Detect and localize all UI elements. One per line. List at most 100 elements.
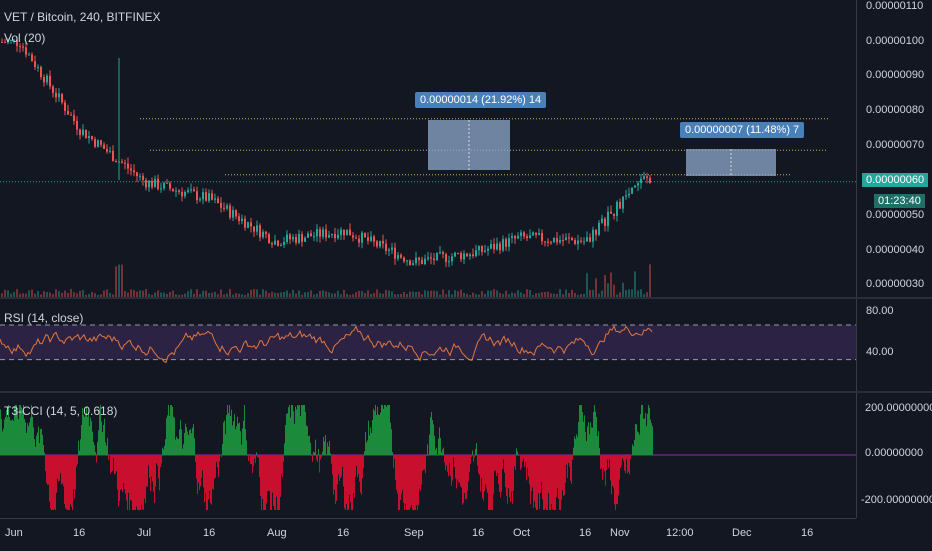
candle-body	[316, 229, 318, 236]
candle-body	[475, 250, 477, 256]
cci-bar	[55, 455, 56, 510]
cci-bar	[414, 455, 415, 510]
cci-bar	[266, 455, 267, 504]
candle-body	[337, 235, 339, 238]
cci-bar	[319, 455, 320, 473]
candle-body	[97, 140, 99, 146]
volume-legend[interactable]: Vol (20)	[4, 31, 45, 45]
candle-body	[301, 234, 303, 242]
cci-bar	[415, 455, 416, 510]
measure-label-1[interactable]: 0.00000014 (21.92%) 14	[415, 92, 546, 108]
cci-bar	[407, 455, 408, 510]
time-tick: 16	[579, 527, 591, 539]
cci-axis[interactable]: 200.00000000 0.00000000 -200.00000000	[856, 393, 932, 518]
rsi-pane[interactable]: RSI (14, close)	[0, 299, 856, 391]
price-axis[interactable]: 0.00000110 0.00000100 0.00000090 0.00000…	[856, 0, 932, 297]
cci-bar	[426, 455, 427, 456]
cci-bar	[413, 455, 414, 510]
cci-bar	[207, 455, 208, 510]
cci-bar	[12, 419, 13, 455]
cci-bar	[490, 455, 491, 510]
cci-bar	[177, 438, 178, 455]
volume-bar	[559, 289, 561, 297]
cci-bar	[303, 405, 304, 455]
candle-body	[166, 183, 168, 184]
candle-body	[424, 259, 426, 264]
cci-bar	[608, 455, 609, 468]
cci-bar	[492, 455, 493, 510]
rsi-axis[interactable]: 80.00 40.00	[856, 299, 932, 391]
cci-bar	[506, 455, 507, 496]
cci-bar	[251, 455, 252, 464]
volume-bar	[145, 289, 147, 297]
cci-bar	[154, 455, 155, 503]
symbol-title[interactable]: VET / Bitcoin, 240, BITFINEX	[4, 10, 161, 24]
cci-bar	[447, 455, 448, 472]
cci-bar	[510, 455, 511, 502]
volume-bar	[376, 289, 378, 297]
cci-bar	[457, 455, 458, 479]
cci-bar	[62, 455, 63, 483]
candle-body	[313, 236, 315, 237]
cci-bar	[122, 455, 123, 492]
candle-body	[397, 255, 399, 259]
candle-body	[100, 140, 102, 144]
cci-bar	[599, 448, 600, 455]
cci-bar	[436, 448, 437, 455]
candle-body	[550, 242, 552, 243]
candle-body	[223, 208, 225, 209]
cci-bar	[648, 405, 649, 455]
cci-bar	[533, 455, 534, 508]
cci-bar	[258, 455, 259, 458]
cci-legend[interactable]: T3-CCI (14, 5, 0.618)	[4, 404, 117, 418]
volume-bar	[130, 290, 132, 297]
time-axis[interactable]: Jun 16 Jul 16 Aug 16 Sep 16 Oct 16 Nov 1…	[0, 518, 856, 551]
volume-bar	[424, 290, 426, 297]
cci-bar	[517, 451, 518, 455]
cci-bar	[322, 452, 323, 455]
candle-body	[64, 102, 66, 111]
cci-bar	[138, 455, 139, 510]
cci-bar	[226, 415, 227, 455]
candle-body	[109, 151, 111, 152]
candle-body	[178, 191, 180, 192]
cci-bar	[107, 438, 108, 455]
cci-bar	[283, 455, 284, 462]
volume-bar	[220, 289, 222, 297]
cci-bar	[48, 455, 49, 485]
cci-bar	[536, 455, 537, 510]
cci-bar	[253, 455, 254, 466]
candle-body	[133, 170, 135, 172]
cci-pane[interactable]: T3-CCI (14, 5, 0.618)	[0, 393, 856, 516]
cci-bar	[184, 433, 185, 455]
cci-bar	[567, 455, 568, 478]
price-pane[interactable]: VET / Bitcoin, 240, BITFINEX Vol (20) 0.…	[0, 0, 856, 297]
cci-tick: 0.00000000	[865, 447, 923, 459]
cci-bar	[52, 455, 53, 510]
rsi-legend[interactable]: RSI (14, close)	[4, 311, 83, 325]
rsi-chart[interactable]	[0, 299, 856, 391]
cci-bar	[13, 421, 14, 455]
cci-bar	[191, 433, 192, 455]
cci-bar	[304, 405, 305, 455]
volume-bar	[190, 289, 192, 297]
cci-bar	[499, 455, 500, 492]
price-chart[interactable]	[0, 0, 856, 297]
candle-body	[511, 236, 513, 238]
cci-bar	[125, 455, 126, 494]
volume-bar	[367, 290, 369, 297]
candle-body	[217, 198, 219, 203]
cci-bar	[594, 405, 595, 455]
cci-bar	[262, 455, 263, 499]
candle-body	[241, 219, 243, 221]
volume-bar	[625, 290, 627, 297]
measure-label-2[interactable]: 0.00000007 (11.48%) 7	[680, 122, 804, 138]
candle-body	[565, 237, 567, 240]
cci-bar	[440, 438, 441, 455]
candle-body	[1, 42, 3, 43]
cci-chart[interactable]	[0, 393, 856, 516]
cci-bar	[54, 455, 55, 509]
cci-bar	[444, 455, 445, 462]
candle-body	[205, 192, 207, 201]
volume-bar	[82, 290, 84, 297]
